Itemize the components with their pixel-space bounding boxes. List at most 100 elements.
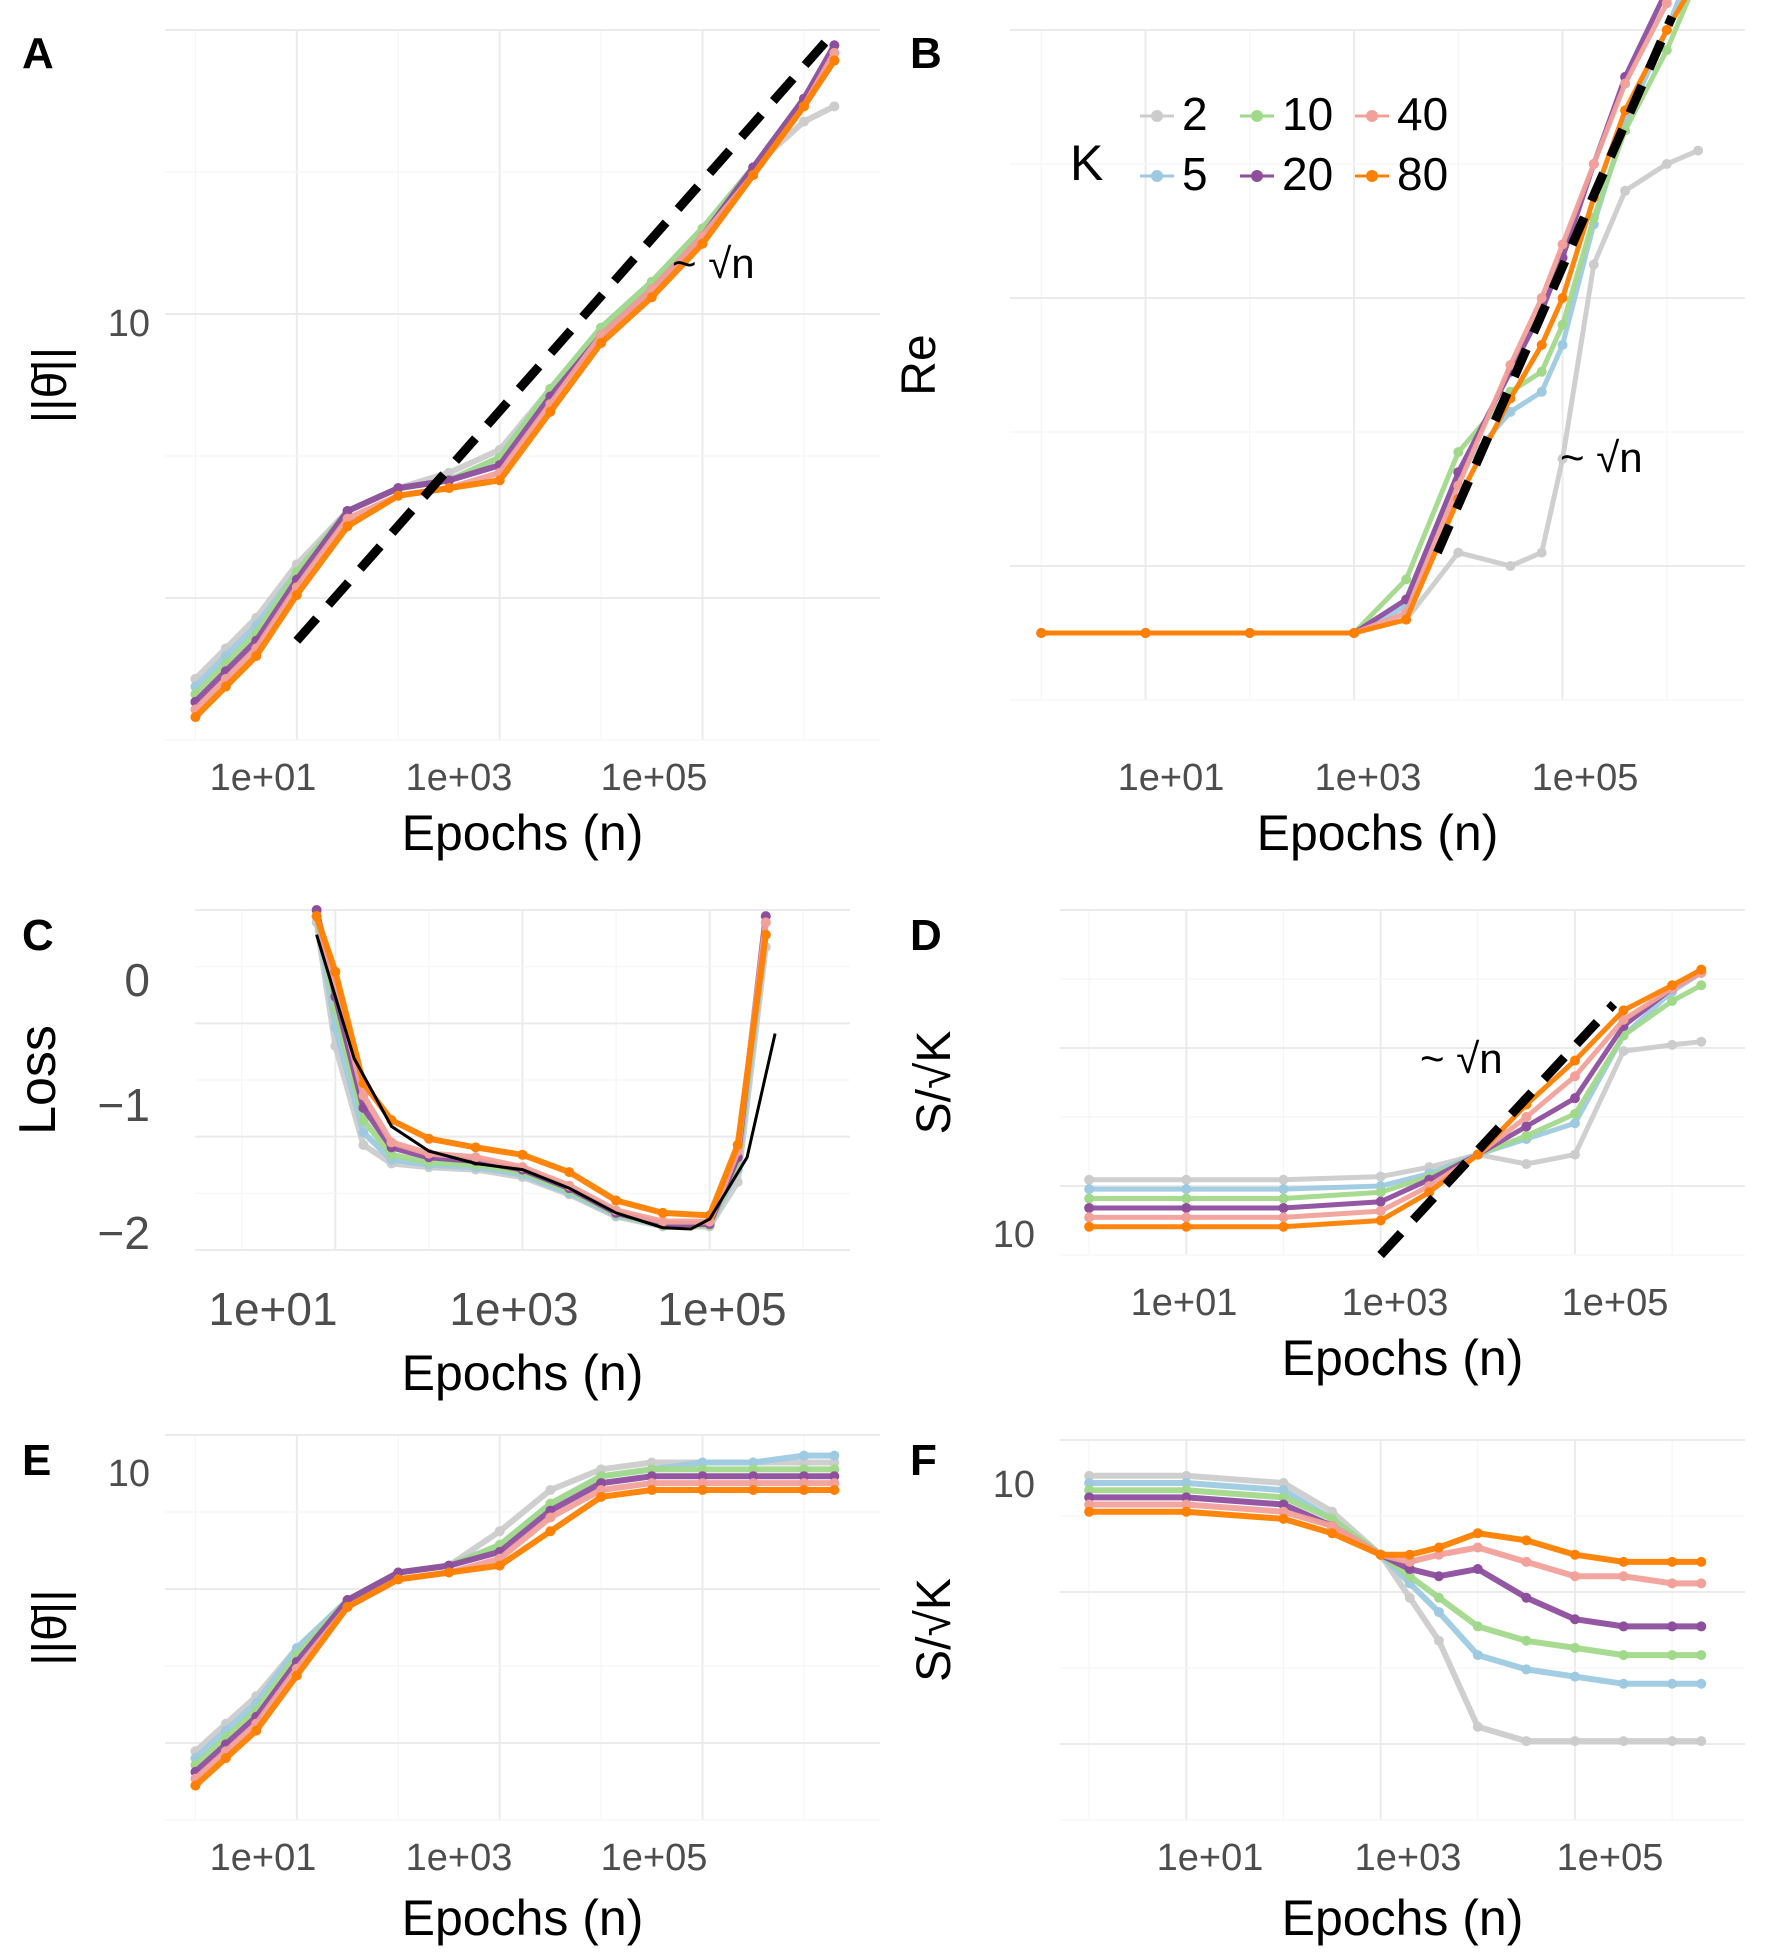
- data-point: [1472, 1721, 1483, 1732]
- series-line-k10: [193, 1466, 835, 1768]
- data-point: [1278, 1221, 1289, 1232]
- series-line-k10: [1041, 0, 1691, 636]
- data-point: [251, 1725, 262, 1736]
- data-point: [829, 1478, 840, 1489]
- x-axis-title: Epochs (n): [402, 1345, 644, 1401]
- data-point: [646, 292, 657, 303]
- legend-label: 5: [1182, 148, 1208, 200]
- data-point: [393, 1567, 404, 1578]
- x-axis-title: Epochs (n): [1282, 1890, 1524, 1946]
- data-point: [1667, 1736, 1678, 1747]
- data-point: [596, 1478, 607, 1489]
- y-axis-title: Loss: [9, 1025, 67, 1135]
- data-point: [470, 1152, 481, 1163]
- data-point: [1569, 1549, 1580, 1560]
- data-point: [1618, 1736, 1629, 1747]
- data-point: [1278, 1184, 1289, 1195]
- data-point: [829, 47, 840, 58]
- data-point: [1505, 561, 1516, 571]
- data-point: [1084, 1193, 1095, 1204]
- series-k5: [190, 1450, 840, 1764]
- x-axis-title: Epochs (n): [1282, 1330, 1524, 1386]
- data-point: [1536, 547, 1547, 558]
- data-point: [1536, 386, 1547, 397]
- series-k5: [1084, 967, 1707, 1195]
- data-point: [494, 1526, 505, 1537]
- data-point: [1140, 628, 1151, 638]
- legend-entry-k20: 20: [1240, 148, 1333, 200]
- series-k40: [1084, 1499, 1707, 1589]
- panel-label: E: [22, 1436, 51, 1485]
- data-point: [1521, 1112, 1532, 1122]
- data-point: [342, 505, 353, 516]
- data-point: [760, 929, 771, 940]
- data-point: [748, 1471, 759, 1482]
- data-point: [1278, 1485, 1289, 1496]
- data-point: [1521, 1159, 1532, 1170]
- data-point: [1472, 1621, 1483, 1632]
- legend-entry-k10: 10: [1240, 88, 1333, 140]
- data-point: [798, 101, 809, 112]
- x-axis-title: Epochs (n): [402, 805, 644, 861]
- x-tick-label: 1e+01: [1118, 757, 1225, 799]
- legend-label: 20: [1282, 148, 1333, 200]
- series-k5: [1036, 0, 1682, 638]
- data-point: [1569, 1108, 1580, 1119]
- data-point: [697, 1471, 708, 1482]
- x-tick-label: 1e+03: [449, 1283, 578, 1335]
- data-point: [1278, 1193, 1289, 1204]
- data-point: [220, 1753, 231, 1764]
- data-point: [1181, 1193, 1192, 1204]
- data-point: [1569, 1093, 1580, 1104]
- data-point: [611, 1195, 622, 1206]
- data-point: [748, 1485, 759, 1495]
- data-point: [494, 1560, 505, 1571]
- data-point: [1667, 1578, 1678, 1589]
- data-point: [1557, 339, 1568, 350]
- data-point: [358, 1139, 369, 1150]
- y-tick-label: −2: [98, 1207, 150, 1259]
- data-point: [1349, 628, 1360, 638]
- panel-e: 1e+01 1e+03 1e+05 10 Epochs (n) ||θ̄|| E: [22, 1434, 880, 1946]
- y-tick-label: −1: [98, 1079, 150, 1131]
- data-point: [1618, 1014, 1629, 1025]
- panel-label: D: [910, 911, 942, 960]
- data-point: [1084, 1470, 1095, 1481]
- data-point: [1521, 1635, 1532, 1646]
- legend-key-point: [1151, 110, 1163, 122]
- legend-label: 10: [1282, 88, 1333, 140]
- data-point: [443, 483, 454, 494]
- series-k10: [190, 1464, 840, 1770]
- data-point: [829, 1464, 840, 1475]
- data-point: [1375, 1171, 1386, 1182]
- data-point: [1521, 1736, 1532, 1747]
- data-point: [829, 101, 840, 112]
- trend-line: [293, 34, 833, 644]
- series-k40: [1036, 0, 1672, 638]
- data-point: [1278, 1212, 1289, 1223]
- series-k2: [1036, 145, 1704, 638]
- data-point: [386, 1137, 397, 1148]
- x-tick-label: 1e+05: [1557, 1837, 1664, 1879]
- data-point: [748, 1457, 759, 1468]
- data-point: [748, 1464, 759, 1475]
- data-point: [1424, 1187, 1435, 1198]
- series-line-k10: [1089, 983, 1703, 1201]
- series-line-k80: [313, 915, 769, 1219]
- data-point: [732, 1139, 743, 1150]
- legend-label: 2: [1182, 88, 1208, 140]
- y-tick-label: 10: [108, 1453, 150, 1495]
- data-point: [1278, 1513, 1289, 1524]
- series-k80: [190, 55, 840, 723]
- data-point: [1618, 1556, 1629, 1567]
- data-point: [1557, 239, 1568, 250]
- data-point: [1693, 145, 1704, 156]
- data-point: [1181, 1184, 1192, 1195]
- series-line-k40: [193, 1480, 835, 1782]
- data-point: [1696, 980, 1707, 991]
- data-point: [1181, 1470, 1192, 1481]
- series-k2: [190, 1457, 840, 1757]
- data-point: [470, 1142, 481, 1153]
- data-point: [1181, 1202, 1192, 1213]
- data-point: [358, 1090, 369, 1101]
